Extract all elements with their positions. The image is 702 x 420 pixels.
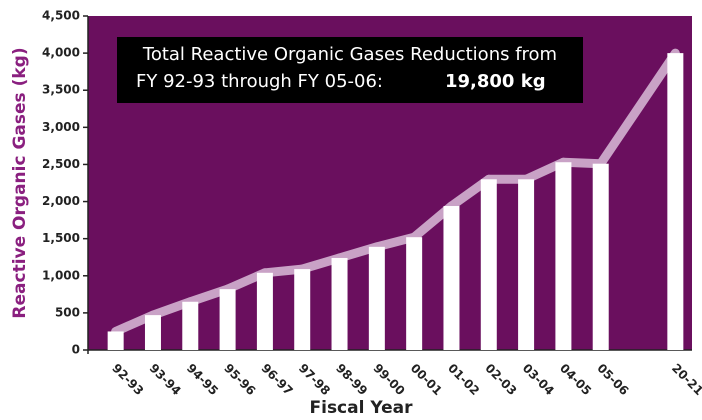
x-tick-label: 92-93 [109,361,146,398]
y-tick-label: 1,500 [42,231,80,245]
bar [182,301,199,350]
bar [107,331,124,350]
y-tick-label: 1,000 [42,268,80,282]
x-tick-label: 98-99 [333,361,370,398]
bar [219,289,236,350]
x-tick-label: 00-01 [408,361,445,398]
y-tick-label: 500 [55,305,80,319]
x-tick-label: 05-06 [594,361,631,398]
bar [518,179,535,350]
x-tick-label: 02-03 [482,361,519,398]
y-tick-label: 4,000 [42,46,80,60]
x-tick-label: 04-05 [557,361,594,398]
bar [667,53,684,350]
x-tick-label: 03-04 [520,361,557,398]
bar [294,269,311,350]
bar [555,162,572,350]
x-tick-label: 95-96 [221,361,258,398]
x-tick-label: 99-00 [370,361,407,398]
bar [256,272,273,350]
bar [144,315,161,350]
y-tick-label: 2,000 [42,194,80,208]
bar [406,237,423,350]
x-tick-label: 97-98 [296,361,333,398]
x-tick-label: 20-21 [669,361,702,398]
annotation-text: FY 92-93 through FY 05-06: [136,71,383,92]
annotation-value: 19,800 kg [445,71,546,92]
x-tick-label: 96-97 [259,361,296,398]
bar [331,257,348,350]
x-tick-label: 94-95 [184,361,221,398]
annotation-box [117,37,583,103]
y-axis-label: Reactive Organic Gases (kg) [10,47,30,318]
x-tick-label: 93-94 [147,361,184,398]
y-tick-label: 2,500 [42,157,80,171]
bar [368,246,385,350]
y-tick-label: 0 [72,343,80,357]
trend-line [596,48,680,169]
y-tick-label: 3,000 [42,120,80,134]
x-tick-label: 01-02 [445,361,482,398]
bar [443,206,460,350]
bar [592,163,609,350]
annotation-text: Total Reactive Organic Gases Reductions … [142,44,557,65]
x-axis-label: Fiscal Year [310,398,414,418]
bar [480,179,497,350]
y-tick-label: 3,500 [42,83,80,97]
y-tick-label: 4,500 [42,9,80,23]
